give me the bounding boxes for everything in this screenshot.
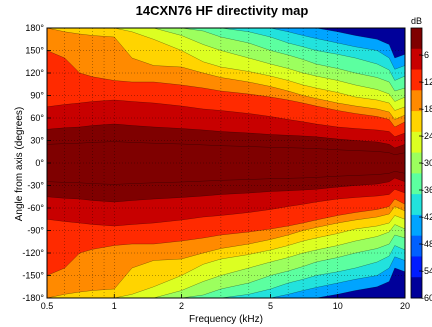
y-tick-label: 150° [25,46,44,56]
y-tick-label: -30° [27,181,44,191]
x-tick-label: 1 [112,301,117,311]
y-tick-label: -180° [22,293,44,303]
colorbar-swatch [411,256,422,278]
x-tick-label: 10 [333,301,343,311]
y-tick-label: 30° [30,136,44,146]
colorbar-swatch [411,194,422,216]
colorbar-tick-label: -12 [421,77,432,87]
colorbar-unit: dB [411,16,422,26]
y-tick-label: 0° [35,158,44,168]
colorbar-tick-label: -18 [421,104,432,114]
x-axis-ticks: 0.5 1 2 5 10 20 [41,294,410,311]
y-axis-label: Angle from axis (degrees) [14,107,25,222]
colorbar-swatch [411,28,422,50]
x-tick-label: 0.5 [41,301,54,311]
colorbar-swatch [411,90,422,112]
colorbar-tick-label: -42 [421,212,432,222]
x-tick-label: 2 [179,301,184,311]
colorbar-swatch [411,152,422,174]
colorbar-tick-label: -48 [421,239,432,249]
colorbar-swatch [411,111,422,133]
x-tick-label: 5 [268,301,273,311]
x-tick-label: 20 [400,301,410,311]
colorbar-tick-label: -6 [421,50,429,60]
y-tick-label: -90° [27,226,44,236]
colorbar-tick-label: -54 [421,266,432,276]
y-tick-label: -150° [22,271,44,281]
colorbar-swatch [411,131,422,154]
y-axis-ticks: 180° 150° 120° 90° 60° 30° 0° -30° -60° -90° -120°… [22,23,51,303]
colorbar-tick-label: -30 [421,158,432,168]
y-tick-label: -120° [22,248,44,258]
colorbar-swatch [411,173,422,195]
y-tick-label: 60° [30,113,44,123]
colorbar-swatch [411,69,422,91]
colorbar-tick-label: -36 [421,185,432,195]
colorbar: -6 -12 -18 -24 -30 -36 -42 -48 -54 -60 [410,27,432,303]
y-tick-label: 90° [30,91,44,101]
colorbar-swatch [411,214,422,237]
colorbar-swatch [411,277,422,299]
contour-bands [46,27,406,299]
plot-area [46,27,406,299]
colorbar-swatch [411,235,422,257]
colorbar-tick-label: -60 [421,293,432,303]
chart-title: 14CXN76 HF directivity map [136,3,309,18]
x-axis-label: Frequency (kHz) [189,314,263,325]
y-tick-label: 120° [25,68,44,78]
colorbar-swatch [411,48,422,71]
y-tick-label: -60° [27,203,44,213]
y-tick-label: 180° [25,23,44,33]
colorbar-tick-label: -24 [421,131,432,141]
